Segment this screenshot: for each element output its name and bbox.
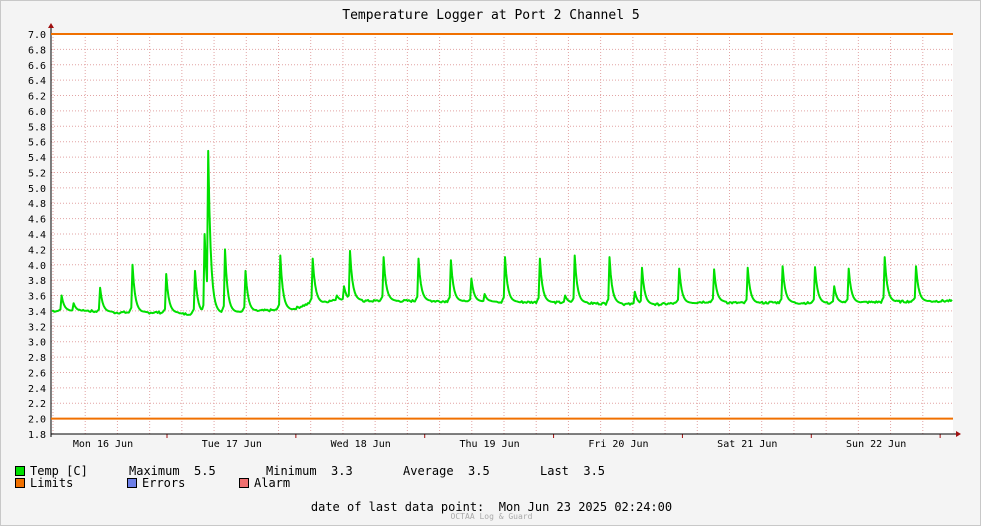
alarm-swatch bbox=[239, 478, 249, 488]
x-tick-label: Thu 19 Jun bbox=[459, 439, 519, 450]
y-tick-label: 2.6 bbox=[28, 368, 46, 379]
y-tick-label: 4.8 bbox=[28, 199, 46, 210]
y-tick-label: 2.8 bbox=[28, 353, 46, 364]
y-tick-label: 6.6 bbox=[28, 61, 46, 72]
average-value: 3.5 bbox=[468, 464, 490, 478]
maximum-value: 5.5 bbox=[194, 464, 216, 478]
legend-errors: Errors bbox=[127, 476, 185, 490]
y-tick-label: 4.0 bbox=[28, 261, 46, 272]
y-tick-label: 5.8 bbox=[28, 122, 46, 133]
y-tick-label: 1.8 bbox=[28, 430, 46, 441]
minimum-value: 3.3 bbox=[331, 464, 353, 478]
x-tick-label: Sat 21 Jun bbox=[717, 439, 777, 450]
alarm-label: Alarm bbox=[254, 476, 291, 490]
last-value: 3.5 bbox=[583, 464, 606, 478]
limits-swatch bbox=[15, 478, 25, 488]
last-label: Last bbox=[540, 464, 569, 478]
y-tick-label: 4.6 bbox=[28, 215, 46, 226]
x-tick-label: Tue 17 Jun bbox=[202, 439, 262, 450]
y-tick-label: 5.2 bbox=[28, 168, 46, 179]
brand-watermark: OCTAA Log & Guard bbox=[450, 512, 533, 521]
last-data-point: date of last data point: Mon Jun 23 2025… bbox=[1, 500, 981, 514]
legend-temp: Temp [C] bbox=[15, 464, 88, 478]
y-tick-label: 4.4 bbox=[28, 230, 46, 241]
y-tick-label: 6.2 bbox=[28, 92, 46, 103]
y-tick-label: 3.8 bbox=[28, 276, 46, 287]
y-tick-label: 2.2 bbox=[28, 399, 46, 410]
legend-alarm: Alarm bbox=[239, 476, 290, 490]
y-tick-label: 5.4 bbox=[28, 153, 46, 164]
y-tick-label: 7.0 bbox=[28, 30, 46, 41]
errors-swatch bbox=[127, 478, 137, 488]
errors-label: Errors bbox=[142, 476, 186, 490]
temp-label: Temp [C] bbox=[30, 464, 88, 478]
x-tick-label: Mon 16 Jun bbox=[73, 439, 133, 450]
legend-average: Average 3.5 bbox=[403, 464, 490, 478]
y-axis-arrow bbox=[48, 23, 54, 28]
temperature-chart: Temperature Logger at Port 2 Channel 5 7.… bbox=[28, 8, 961, 450]
limits-label: Limits bbox=[30, 476, 74, 490]
last-data-point-label: date of last data point: bbox=[310, 500, 485, 514]
legend-minimum: Minimum 3.3 bbox=[266, 464, 353, 478]
y-tick-label: 2.4 bbox=[28, 384, 46, 395]
maximum-label: Maximum bbox=[129, 464, 180, 478]
y-tick-label: 3.4 bbox=[28, 307, 46, 318]
legend-limits: Limits bbox=[15, 476, 73, 490]
temp-swatch bbox=[15, 466, 25, 476]
y-tick-label: 6.0 bbox=[28, 107, 46, 118]
y-tick-label: 3.2 bbox=[28, 322, 46, 333]
minimum-label: Minimum bbox=[266, 464, 317, 478]
legend-last: Last 3.5 bbox=[540, 464, 605, 478]
y-tick-label: 6.4 bbox=[28, 76, 46, 87]
x-axis-arrow bbox=[956, 431, 961, 437]
y-tick-label: 5.0 bbox=[28, 184, 46, 195]
average-label: Average bbox=[403, 464, 454, 478]
last-data-point-value: Mon Jun 23 2025 02:24:00 bbox=[498, 500, 673, 514]
x-tick-label: Wed 18 Jun bbox=[331, 439, 391, 450]
y-tick-label: 3.6 bbox=[28, 292, 46, 303]
y-tick-label: 6.8 bbox=[28, 45, 46, 56]
y-tick-label: 5.6 bbox=[28, 138, 46, 149]
y-tick-label: 4.2 bbox=[28, 245, 46, 256]
x-tick-label: Sun 22 Jun bbox=[846, 439, 906, 450]
y-tick-label: 2.0 bbox=[28, 415, 46, 426]
x-tick-label: Fri 20 Jun bbox=[588, 439, 648, 450]
temp-series-line bbox=[51, 149, 953, 316]
chart-title: Temperature Logger at Port 2 Channel 5 bbox=[342, 8, 639, 23]
legend-maximum: Maximum 5.5 bbox=[129, 464, 216, 478]
y-tick-label: 3.0 bbox=[28, 338, 46, 349]
